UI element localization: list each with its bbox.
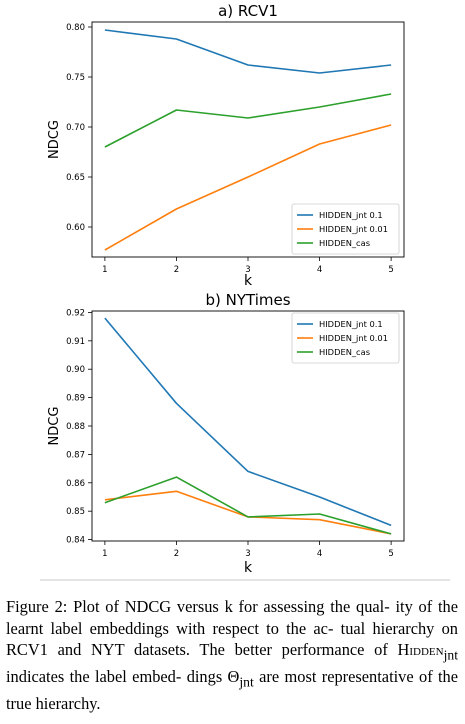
caption-line-5-post: are most representative of the true hier…: [6, 666, 459, 713]
chart2-y-tick-label: 0.90: [66, 365, 85, 375]
chart2-x-tick-label: 5: [388, 549, 393, 559]
caption-line-4-pre: performance of: [281, 640, 398, 659]
figure-charts: a) RCV1 1 2 3 4 5 0.60 0.65 0.70 0.75 0.80 k NDCG HID…: [40, 2, 450, 581]
chart1-x-tick-label: 2: [174, 265, 179, 275]
chart2-y-tick-label: 0.85: [66, 507, 85, 517]
chart2-y-axis-label: NDCG: [47, 407, 62, 446]
chart1-y-tick-label: 0.60: [66, 223, 85, 233]
chart1-legend-label-2: HIDDEN_jnt 0.01: [319, 224, 388, 234]
chart1-legend-label-1: HIDDEN_jnt 0.1: [319, 210, 383, 220]
chart2-x-tick-label: 1: [102, 549, 107, 559]
chart2-x-tick-label: 3: [245, 549, 250, 559]
caption-theta-subscript: jnt: [239, 674, 254, 690]
chart2-title: b) NYTimes: [205, 291, 290, 309]
caption-method-name: Hidden: [397, 640, 444, 659]
chart2-y-tick-label: 0.88: [66, 422, 85, 432]
chart2-y-tick-label: 0.89: [66, 394, 85, 404]
chart2-y-tick-label: 0.91: [66, 337, 85, 347]
chart2-x-tick-label: 4: [317, 549, 322, 559]
chart1-legend-box: [291, 203, 400, 255]
chart2-legend-label-1: HIDDEN_jnt 0.1: [319, 319, 383, 329]
chart1-x-tick-label: 1: [102, 265, 107, 275]
chart2-y-tick-label: 0.84: [66, 536, 85, 546]
chart2-y-tick-label: 0.87: [66, 450, 85, 460]
chart2-legend-label-2: HIDDEN_jnt 0.01: [319, 333, 388, 343]
chart1-x-axis-label: k: [244, 273, 253, 289]
chart2-series-line-2: [104, 490, 392, 535]
chart1-series-line-3: [104, 93, 392, 148]
caption-line-1: Figure 2: Plot of NDCG versus k for asse…: [6, 597, 390, 616]
chart1-series-line-2: [104, 124, 392, 251]
chart1-y-tick-label: 0.75: [66, 73, 85, 83]
chart2-x-axis-label: k: [244, 560, 253, 576]
chart1-x-tick-label: 3: [245, 265, 250, 275]
chart1-y-tick-label: 0.70: [66, 123, 85, 133]
chart1-y-tick-label: 0.80: [66, 23, 85, 33]
chart1-title: a) RCV1: [218, 2, 278, 20]
chart1-legend-label-3: HIDDEN_cas: [319, 238, 370, 248]
caption-method-subscript: jnt: [443, 647, 458, 663]
caption-line-5-pre: dings Θ: [186, 666, 240, 686]
figure-caption: Figure 2: Plot of NDCG versus k for asse…: [6, 596, 458, 714]
chart1-y-tick-label: 0.65: [66, 173, 85, 183]
chart1-series-line-1: [104, 29, 392, 74]
chart1-x-tick-label: 5: [388, 265, 393, 275]
caption-line-4-post: indicates the label embed-: [6, 666, 182, 686]
chart1-x-tick-label: 4: [317, 265, 322, 275]
caption-line-3: tual hierarchy on RCV1 and NYT datasets.…: [6, 618, 458, 660]
chart2-y-tick-label: 0.92: [66, 308, 85, 318]
chart2-legend-label-3: HIDDEN_cas: [319, 347, 370, 357]
chart2-series-line-1: [104, 317, 392, 527]
chart2-legend-box: [291, 312, 400, 364]
chart1-y-axis-label: NDCG: [47, 120, 62, 159]
chart2-series-line-3: [104, 476, 392, 535]
caption-line-2: ity of the learnt label embeddings with …: [6, 597, 458, 638]
chart2-y-tick-label: 0.86: [66, 479, 85, 489]
chart2-x-tick-label: 2: [174, 549, 179, 559]
